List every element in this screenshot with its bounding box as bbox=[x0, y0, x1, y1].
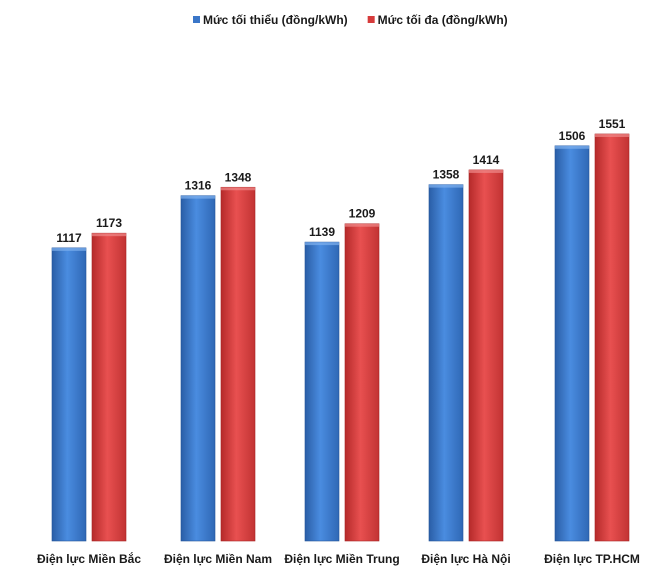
bar-cap-max-0 bbox=[92, 233, 126, 237]
bar-max-2 bbox=[344, 223, 380, 542]
data-label-max-2: 1209 bbox=[349, 207, 376, 221]
data-label-min-2: 1139 bbox=[309, 225, 335, 239]
category-label-3: Điện lực Hà Nội bbox=[421, 552, 510, 566]
legend: Mức tối thiểu (đồng/kWh) Mức tối đa (đồng… bbox=[193, 13, 508, 27]
category-label-0: Điện lực Miền Bắc bbox=[37, 551, 141, 566]
legend-label-max: Mức tối đa (đồng/kWh) bbox=[378, 13, 508, 27]
bar-cap-min-0 bbox=[52, 247, 86, 251]
bar-min-4 bbox=[554, 145, 590, 542]
data-label-max-1: 1348 bbox=[225, 170, 252, 184]
data-label-max-4: 1551 bbox=[599, 117, 626, 131]
category-labels-group: Điện lực Miền Bắc Điện lực Miền Nam Điện l… bbox=[37, 551, 640, 566]
data-label-min-0: 1117 bbox=[56, 231, 82, 245]
bar-cap-min-3 bbox=[429, 184, 463, 188]
data-label-min-4: 1506 bbox=[559, 129, 586, 143]
data-label-max-3: 1414 bbox=[473, 153, 500, 167]
legend-swatch-min bbox=[193, 16, 200, 23]
bar-cap-max-3 bbox=[469, 169, 503, 173]
data-labels-group: 1117 1173 1316 1348 1139 1209 1358 1414 1506 1551 bbox=[56, 117, 625, 245]
bar-cap-min-1 bbox=[181, 195, 215, 199]
bar-min-2 bbox=[304, 241, 340, 542]
bar-cap-max-4 bbox=[595, 133, 629, 137]
bar-max-1 bbox=[220, 186, 256, 542]
category-label-1: Điện lực Miền Nam bbox=[164, 552, 272, 566]
bar-max-4 bbox=[594, 133, 630, 542]
data-label-min-1: 1316 bbox=[185, 179, 212, 193]
bar-cap-min-4 bbox=[555, 145, 589, 149]
bars-group bbox=[51, 133, 630, 542]
bar-min-1 bbox=[180, 195, 216, 542]
data-label-max-0: 1173 bbox=[96, 216, 122, 230]
category-label-4: Điện lực TP.HCM bbox=[544, 552, 640, 566]
legend-label-min: Mức tối thiểu (đồng/kWh) bbox=[203, 13, 348, 27]
bar-cap-max-1 bbox=[221, 187, 255, 191]
bar-max-3 bbox=[468, 169, 504, 542]
bar-max-0 bbox=[91, 232, 127, 542]
bar-cap-min-2 bbox=[305, 242, 339, 246]
legend-swatch-max bbox=[367, 16, 375, 23]
bar-cap-max-2 bbox=[345, 223, 379, 227]
bar-min-3 bbox=[428, 184, 464, 542]
bar-min-0 bbox=[51, 247, 87, 542]
category-label-2: Điện lực Miền Trung bbox=[284, 552, 399, 566]
data-label-min-3: 1358 bbox=[433, 168, 460, 182]
